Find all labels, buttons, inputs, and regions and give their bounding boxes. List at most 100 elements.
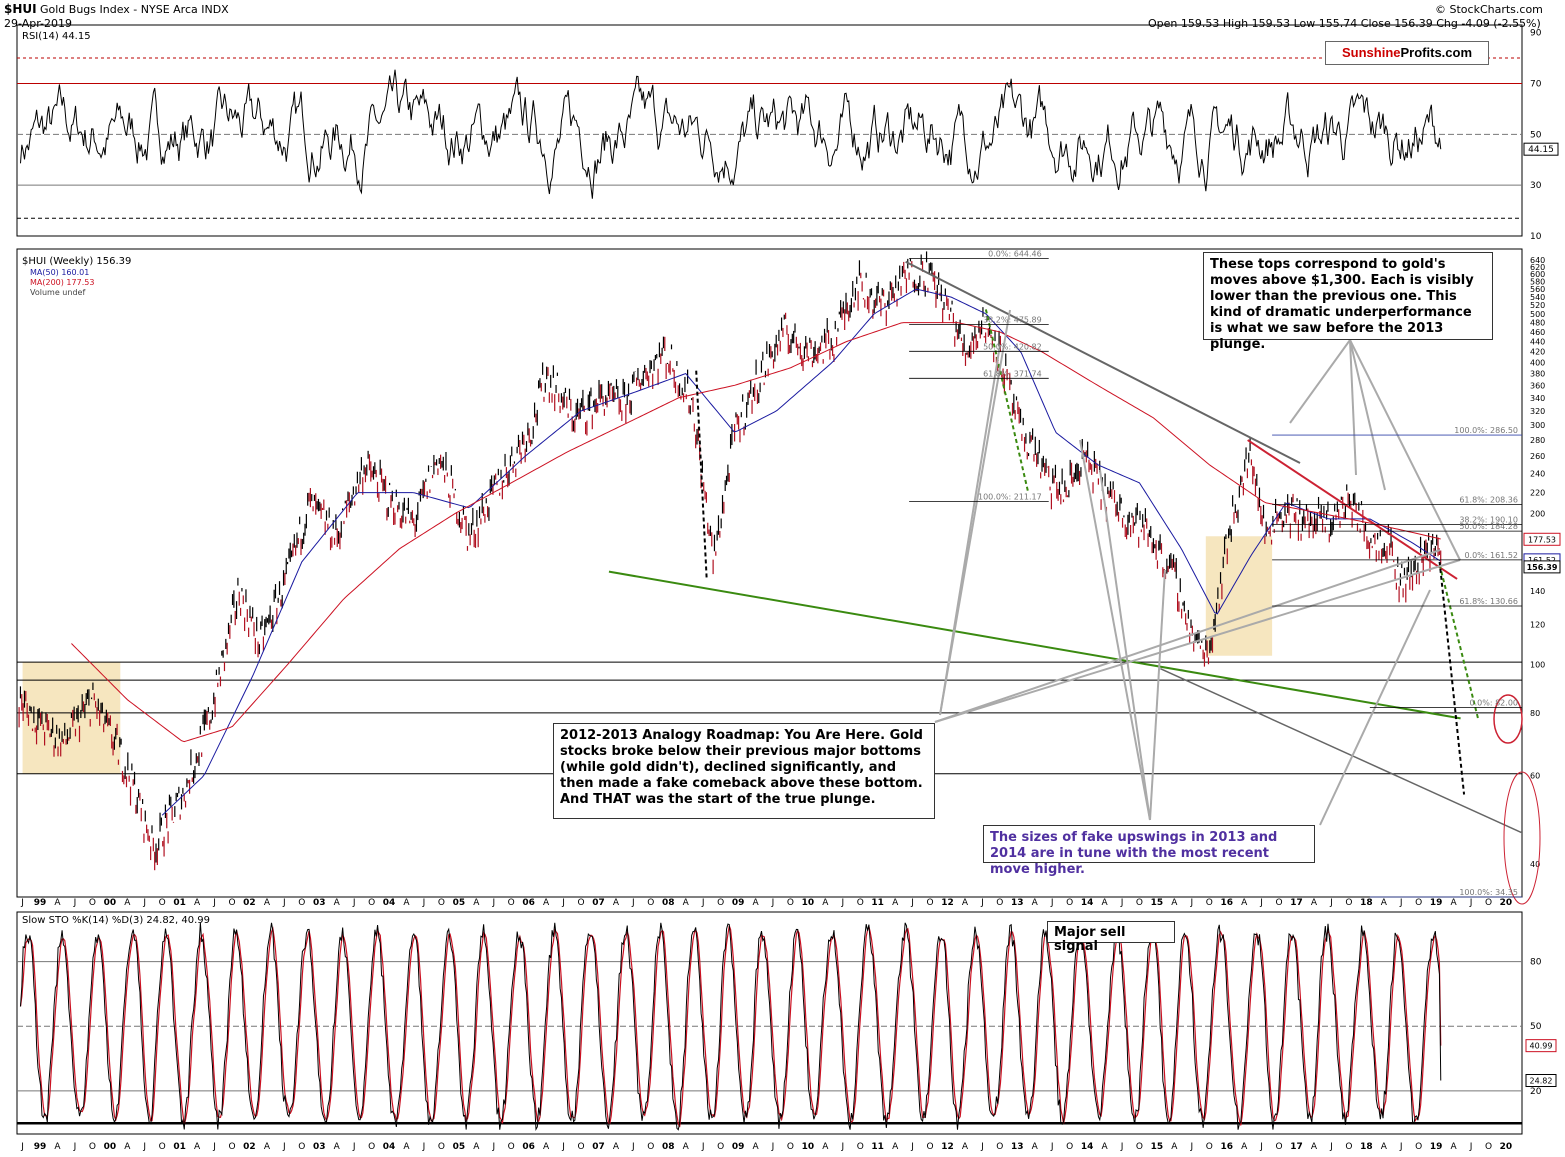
x-tick-label: J [1050, 1142, 1054, 1152]
x-tick-label: O [368, 898, 375, 908]
x-tick-label: O [1066, 1142, 1073, 1152]
fib-label-2011: 38.2%: 475.89 [983, 316, 1042, 325]
price-tick-label: 140 [1530, 587, 1545, 596]
fib-label-2016: 50.0%: 184.28 [1459, 522, 1518, 531]
sto-value-marker [1525, 1039, 1557, 1053]
x-tick-label: O [89, 898, 96, 908]
x-tick-label: 03 [313, 1142, 326, 1152]
x-tick-label: J [142, 898, 146, 908]
x-tick-label: A [543, 898, 550, 908]
upswing-annotation: The sizes of fake upswings in 2013 and 2… [983, 825, 1315, 877]
price-value-marker [1523, 532, 1561, 546]
sell-pointer-line [940, 932, 1047, 937]
x-tick-label: 02 [243, 1142, 256, 1152]
x-tick-label: 16 [1220, 1142, 1233, 1152]
pointer-line [934, 549, 1441, 723]
x-tick-label: 11 [871, 898, 884, 908]
x-tick-label: J [282, 1142, 286, 1152]
price-tick-label: 260 [1530, 452, 1545, 461]
x-tick-label: A [1311, 898, 1318, 908]
x-tick-label: J [980, 898, 984, 908]
x-tick-label: 15 [1151, 1142, 1164, 1152]
x-tick-label: O [508, 1142, 515, 1152]
x-tick-label: J [631, 1142, 635, 1152]
x-tick-label: O [927, 1142, 934, 1152]
price-value-label: 161.52 [1528, 556, 1556, 565]
sto-tick-label: 20 [1530, 1087, 1542, 1097]
x-tick-label: J [701, 898, 705, 908]
sunshine-profits-logo: SunshineProfits.com [1325, 41, 1489, 65]
sell-pointer-line [1010, 925, 1047, 932]
x-tick-label: J [1469, 1142, 1473, 1152]
logo-red-text: Sunshine [1341, 45, 1401, 60]
tops-annotation: These tops correspond to gold's moves ab… [1203, 252, 1493, 352]
sell-signal-annotation: Major sell signal [1047, 921, 1175, 954]
x-tick-label: A [752, 1142, 759, 1152]
fib-label-2016: 0.0%: 161.52 [1464, 551, 1518, 560]
x-tick-label: J [212, 898, 216, 908]
x-tick-label: 00 [104, 898, 117, 908]
x-tick-label: J [1329, 1142, 1333, 1152]
rsi-panel-frame [16, 24, 1523, 237]
x-tick-label: O [1485, 1142, 1492, 1152]
pointer-line [1349, 339, 1461, 561]
x-tick-label: 17 [1290, 1142, 1303, 1152]
price-tick-label: 540 [1530, 293, 1545, 302]
sto-tick-label: 80 [1530, 958, 1542, 968]
ma50-legend: MA(50) 160.01 [30, 268, 89, 277]
x-tick-label: 99 [34, 898, 47, 908]
x-tick-label: 01 [173, 898, 186, 908]
x-tick-label: A [962, 898, 969, 908]
x-tick-label: 14 [1081, 1142, 1094, 1152]
projection-2019-green [1438, 564, 1479, 719]
x-tick-label: O [1276, 1142, 1283, 1152]
x-tick-label: 16 [1220, 898, 1233, 908]
x-tick-label: 09 [732, 898, 745, 908]
projection-2013 [984, 309, 1029, 491]
price-panel-frame [16, 248, 1523, 898]
rsi-tick-label: 10 [1530, 232, 1542, 242]
price-tick-label: 340 [1530, 394, 1545, 403]
rsi-tick-label: 90 [1530, 29, 1542, 39]
pointer-line [1099, 469, 1151, 821]
x-tick-label: O [1345, 898, 1352, 908]
pointer-line [934, 559, 1461, 723]
x-tick-label: O [228, 1142, 235, 1152]
x-tick-label: O [159, 1142, 166, 1152]
sto-legend: Slow STO %K(14) %D(3) 24.82, 40.99 [22, 915, 210, 926]
price-tick-label: 120 [1530, 621, 1545, 630]
x-tick-label: A [1032, 898, 1039, 908]
x-tick-label: J [352, 898, 356, 908]
x-tick-label: A [194, 1142, 201, 1152]
x-tick-label: J [910, 1142, 914, 1152]
x-tick-label: A [54, 1142, 61, 1152]
x-tick-label: O [1136, 898, 1143, 908]
x-tick-label: A [1171, 1142, 1178, 1152]
chart-date: 29-Apr-2019 [4, 17, 73, 30]
x-tick-label: J [282, 898, 286, 908]
x-tick-label: A [54, 898, 61, 908]
sto-k-line [19, 922, 1442, 1132]
fib-label-2016: 61.8%: 130.66 [1459, 597, 1518, 606]
pointer-line [939, 309, 1011, 716]
x-tick-label: O [89, 1142, 96, 1152]
sto-value-marker [1525, 1074, 1557, 1088]
target-ellipse-80 [1493, 694, 1523, 744]
x-tick-label: A [613, 898, 620, 908]
price-tick-label: 520 [1530, 301, 1545, 310]
x-tick-label: O [1415, 1142, 1422, 1152]
x-tick-label: 04 [383, 898, 396, 908]
long-term-support-line [608, 570, 1461, 720]
x-tick-label: J [561, 1142, 565, 1152]
price-tick-label: 360 [1530, 381, 1545, 390]
ohlc-readout: Open 159.53 High 159.53 Low 155.74 Close… [1148, 17, 1541, 30]
x-tick-label: 01 [173, 1142, 186, 1152]
x-tick-label: O [787, 898, 794, 908]
x-tick-label: O [1345, 1142, 1352, 1152]
x-tick-label: O [996, 1142, 1003, 1152]
x-tick-label: 00 [104, 1142, 117, 1152]
price-value-label: 156.39 [1527, 563, 1558, 572]
x-tick-label: A [403, 1142, 410, 1152]
x-tick-label: A [1241, 898, 1248, 908]
